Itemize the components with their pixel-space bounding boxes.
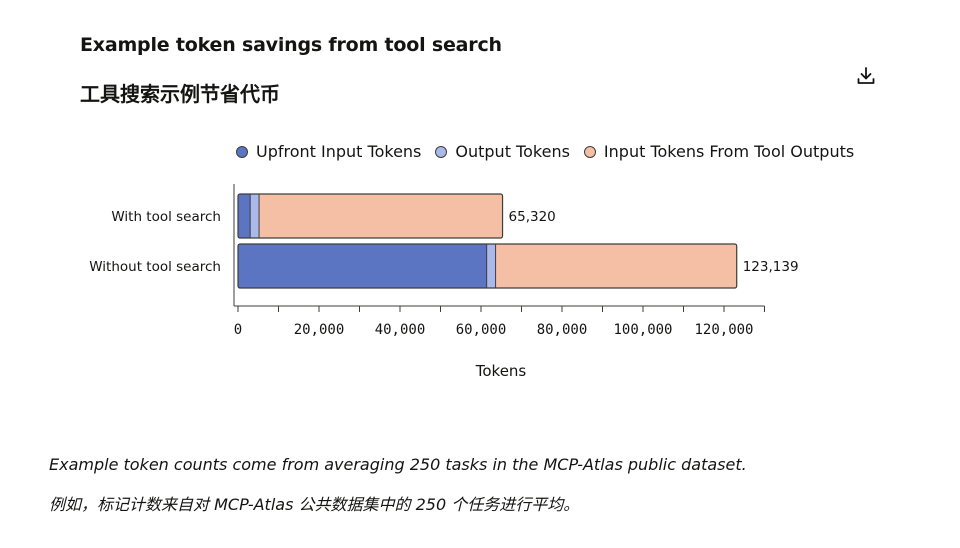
x-tick-label: 20,000 bbox=[294, 322, 345, 338]
footnote-en: Example token counts come from averaging… bbox=[49, 455, 747, 474]
legend-item-output[interactable]: Output Tokens bbox=[435, 142, 570, 161]
x-tick-label: 100,000 bbox=[613, 322, 672, 338]
legend-label-tool-outputs: Input Tokens From Tool Outputs bbox=[603, 142, 855, 161]
x-tick-label: 120,000 bbox=[694, 322, 753, 338]
bar-outline bbox=[237, 193, 504, 239]
category-label: With tool search bbox=[111, 209, 221, 225]
x-axis-label: Tokens bbox=[475, 362, 527, 380]
bar-segment-output bbox=[250, 194, 260, 238]
legend-swatch-tool-outputs bbox=[583, 145, 596, 158]
bar-segment-tool-outputs bbox=[259, 194, 503, 238]
download-button[interactable] bbox=[852, 62, 880, 90]
download-icon bbox=[857, 67, 875, 84]
chart-title-zh: 工具搜索示例节省代币 bbox=[80, 82, 280, 106]
legend-item-upfront[interactable]: Upfront Input Tokens bbox=[236, 142, 421, 161]
x-tick-label: 0 bbox=[234, 322, 242, 338]
footnote-zh: 例如，标记计数来自对 MCP-Atlas 公共数据集中的 250 个任务进行平均… bbox=[49, 495, 580, 514]
chart-title-en: Example token savings from tool search bbox=[80, 34, 502, 56]
bar-segment-tool-outputs bbox=[495, 244, 737, 288]
bar-outline bbox=[237, 243, 738, 289]
x-tick-label: 80,000 bbox=[537, 322, 588, 338]
x-tick-label: 60,000 bbox=[456, 322, 507, 338]
bar-segment-output bbox=[486, 244, 496, 288]
bar-segment-upfront bbox=[238, 194, 251, 238]
bar-total-label: 65,320 bbox=[509, 209, 556, 225]
bar-segment-upfront bbox=[238, 244, 487, 288]
legend-label-upfront: Upfront Input Tokens bbox=[256, 142, 422, 161]
category-label: Without tool search bbox=[89, 259, 221, 275]
chart-legend: Upfront Input Tokens Output Tokens Input… bbox=[236, 142, 854, 161]
legend-swatch-upfront bbox=[236, 145, 248, 158]
x-tick-label: 40,000 bbox=[375, 322, 426, 338]
bar-total-label: 123,139 bbox=[743, 259, 799, 275]
legend-label-output: Output Tokens bbox=[455, 142, 570, 161]
legend-item-tool-outputs[interactable]: Input Tokens From Tool Outputs bbox=[583, 142, 855, 161]
legend-swatch-output bbox=[435, 145, 448, 158]
